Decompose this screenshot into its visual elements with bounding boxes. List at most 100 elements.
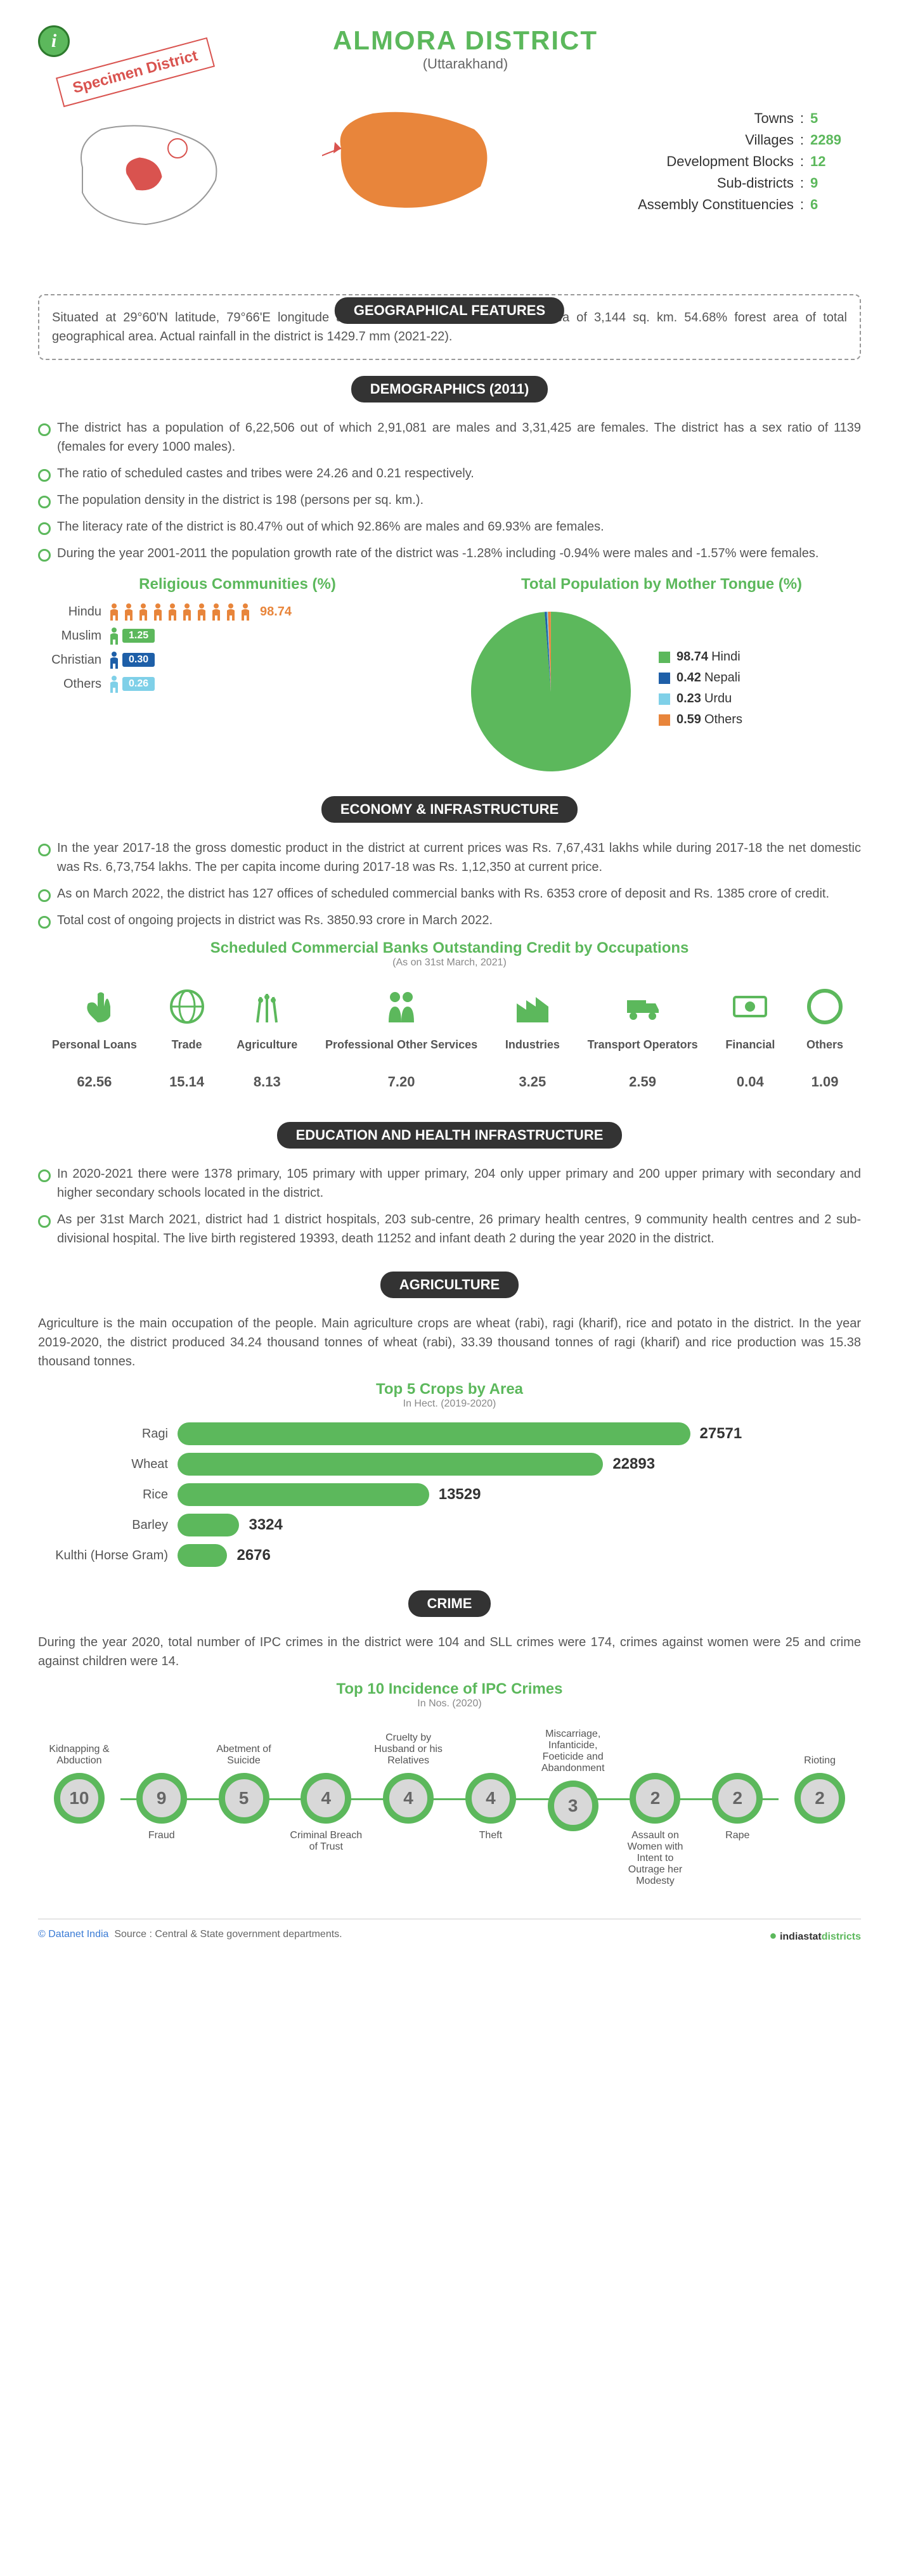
- religion-row: Others 0.26: [38, 675, 437, 693]
- stat-label: Development Blocks: [595, 153, 794, 170]
- crime-value: 2: [794, 1773, 845, 1824]
- crops-title: Top 5 Crops by Area: [38, 1381, 861, 1398]
- footer-source: Source : Central & State government depa…: [114, 1929, 342, 1940]
- credit-item: Trade 15.14: [165, 984, 209, 1090]
- religion-label: Others: [38, 677, 101, 692]
- crop-label: Barley: [38, 1518, 178, 1533]
- stat-row: Assembly Constituencies : 6: [595, 196, 861, 213]
- list-item: As per 31st March 2021, district had 1 d…: [38, 1210, 861, 1248]
- geo-section: GEOGRAPHICAL FEATURES Situated at 29°60'…: [38, 294, 861, 360]
- credit-item: Personal Loans 62.56: [52, 984, 137, 1090]
- credit-value: 62.56: [52, 1074, 137, 1090]
- credit-label: Professional Other Services: [325, 1038, 477, 1069]
- stat-value: 9: [810, 175, 861, 191]
- map-area: [38, 91, 595, 281]
- credit-item: Professional Other Services 7.20: [325, 984, 477, 1090]
- crime-label-top: [614, 1729, 697, 1767]
- crime-item: Miscarriage, Infanticide, Foeticide and …: [532, 1729, 614, 1876]
- factory-icon: [510, 984, 555, 1029]
- crops-chart: Ragi 27571 Wheat 22893 Rice 13529 Barley…: [38, 1422, 861, 1567]
- credit-item: Financial 0.04: [725, 984, 775, 1090]
- crime-label-top: Rioting: [779, 1729, 861, 1767]
- crop-bar: [178, 1422, 690, 1445]
- list-item: The district has a population of 6,22,50…: [38, 418, 861, 456]
- list-item: In the year 2017-18 the gross domestic p…: [38, 839, 861, 877]
- header: i ALMORA DISTRICT (Uttarakhand) Specimen…: [38, 25, 861, 72]
- crime-item: 9 Fraud: [120, 1729, 203, 1868]
- legend-item: 98.74Hindi: [659, 650, 742, 664]
- crop-bar-row: Kulthi (Horse Gram) 2676: [38, 1544, 861, 1567]
- religion-chart: Hindu 98.74 Muslim 1.25 Christian 0.30 O…: [38, 603, 437, 693]
- crime-chart: Kidnapping & Abduction 10 9 Fraud Abetme…: [38, 1729, 861, 1887]
- ipc-title: Top 10 Incidence of IPC Crimes: [38, 1680, 861, 1698]
- crop-value: 13529: [439, 1486, 481, 1504]
- religion-row: Muslim 1.25: [38, 627, 437, 645]
- crime-label-bottom: Fraud: [120, 1830, 203, 1868]
- crime-item: Rioting 2: [779, 1729, 861, 1868]
- credit-value: 3.25: [505, 1074, 560, 1090]
- crime-label-top: [285, 1729, 367, 1767]
- list-item: The population density in the district i…: [38, 491, 861, 510]
- stat-row: Towns : 5: [595, 110, 861, 127]
- credit-value: 15.14: [165, 1074, 209, 1090]
- crime-label-top: [696, 1729, 779, 1767]
- pie-legend: 98.74Hindi 0.42Nepali 0.23Urdu 0.59Other…: [659, 650, 742, 733]
- crime-label-bottom: [532, 1838, 614, 1876]
- credit-title: Scheduled Commercial Banks Outstanding C…: [38, 939, 861, 957]
- economy-heading: ECONOMY & INFRASTRUCTURE: [321, 796, 578, 823]
- crime-label-bottom: [779, 1830, 861, 1868]
- stat-value: 2289: [810, 132, 861, 148]
- list-item: As on March 2022, the district has 127 o…: [38, 884, 861, 903]
- crime-text: During the year 2020, total number of IP…: [38, 1633, 861, 1671]
- stat-label: Villages: [595, 132, 794, 148]
- ipc-caption: In Nos. (2020): [38, 1698, 861, 1710]
- crime-value: 3: [548, 1781, 598, 1831]
- list-item: In 2020-2021 there were 1378 primary, 10…: [38, 1164, 861, 1202]
- crime-label-top: [120, 1729, 203, 1767]
- crime-value: 5: [219, 1773, 269, 1824]
- footer-copyright: © Datanet India: [38, 1929, 108, 1940]
- crop-label: Rice: [38, 1488, 178, 1502]
- crime-item: 4 Criminal Breach of Trust: [285, 1729, 367, 1868]
- crop-value: 3324: [249, 1516, 282, 1534]
- stat-label: Assembly Constituencies: [595, 196, 794, 213]
- stat-value: 6: [810, 196, 861, 213]
- credit-label: Transport Operators: [588, 1038, 698, 1069]
- crop-label: Kulthi (Horse Gram): [38, 1549, 178, 1563]
- crop-label: Ragi: [38, 1427, 178, 1441]
- pie-chart: [462, 603, 640, 780]
- crime-item: Kidnapping & Abduction 10: [38, 1729, 120, 1868]
- crime-label-top: Miscarriage, Infanticide, Foeticide and …: [532, 1729, 614, 1774]
- crime-item: 4 Theft: [450, 1729, 532, 1868]
- geo-heading: GEOGRAPHICAL FEATURES: [335, 297, 564, 324]
- legend-item: 0.23Urdu: [659, 692, 742, 706]
- list-item: The ratio of scheduled castes and tribes…: [38, 464, 861, 483]
- district-shape-map: [322, 104, 500, 218]
- list-item: During the year 2001-2011 the population…: [38, 544, 861, 563]
- crime-label-top: Abetment of Suicide: [203, 1729, 285, 1767]
- stat-value: 12: [810, 153, 861, 170]
- mothertongue-title: Total Population by Mother Tongue (%): [462, 576, 861, 593]
- crime-value: 2: [630, 1773, 680, 1824]
- crime-label-top: Kidnapping & Abduction: [38, 1729, 120, 1767]
- credit-chart: Personal Loans 62.56 Trade 15.14 Agricul…: [38, 984, 861, 1090]
- crop-bar: [178, 1544, 227, 1567]
- crime-label-top: [450, 1729, 532, 1767]
- credit-value: 8.13: [236, 1074, 297, 1090]
- credit-item: Agriculture 8.13: [236, 984, 297, 1090]
- credit-label: Agriculture: [236, 1038, 297, 1069]
- list-item: Total cost of ongoing projects in distri…: [38, 911, 861, 930]
- demographics-bullets: The district has a population of 6,22,50…: [38, 418, 861, 563]
- truck-icon: [621, 984, 665, 1029]
- credit-value: 0.04: [725, 1074, 775, 1090]
- crime-label-bottom: Criminal Breach of Trust: [285, 1830, 367, 1868]
- list-item: The literacy rate of the district is 80.…: [38, 517, 861, 536]
- crime-value: 4: [383, 1773, 434, 1824]
- legend-item: 0.42Nepali: [659, 671, 742, 685]
- crop-bar-row: Wheat 22893: [38, 1453, 861, 1476]
- crime-value: 4: [301, 1773, 351, 1824]
- mothertongue-chart: 98.74Hindi 0.42Nepali 0.23Urdu 0.59Other…: [462, 603, 861, 780]
- stat-label: Sub-districts: [595, 175, 794, 191]
- crime-item: 2 Assault on Women with Intent to Outrag…: [614, 1729, 697, 1887]
- stat-label: Towns: [595, 110, 794, 127]
